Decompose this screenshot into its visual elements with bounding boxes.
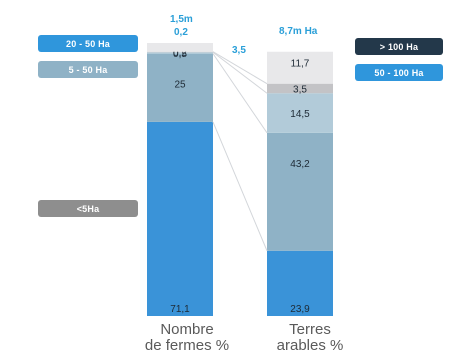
connector-line-0 <box>212 121 268 251</box>
legend-50-100-ha: 50 - 100 Ha <box>355 64 443 81</box>
category-label-farms: Nombre de fermes % <box>137 322 237 354</box>
category-label-farms-line2: de fermes % <box>144 337 230 354</box>
category-label-land-line2: arables % <box>276 337 344 354</box>
legend-20-50-ha: 20 - 50 Ha <box>38 35 138 52</box>
category-label-land-line1: Terres <box>289 321 331 338</box>
bar-segment-1-2 <box>267 93 333 133</box>
data-label-1-0: 23,9 <box>290 304 310 315</box>
bar-segment-1-1 <box>267 132 333 251</box>
data-label-1-3: 3,5 <box>293 84 307 95</box>
data-label-0-2: 0,5 <box>173 49 187 60</box>
bar-segment-1-3 <box>267 83 333 94</box>
category-label-land: Terres arables % <box>260 322 360 354</box>
legend-gt-100-ha: > 100 Ha <box>355 38 443 55</box>
legend-lt-5-ha: <5Ha <box>38 200 138 217</box>
label-farms-0-2: 0,2 <box>174 27 188 38</box>
bar-segment-0-4 <box>147 43 213 52</box>
bar-segment-0-3 <box>147 51 213 53</box>
data-label-0-0: 71,1 <box>170 304 190 315</box>
category-label-farms-line1: Nombre <box>160 321 214 338</box>
bar-segment-1-4 <box>267 51 333 84</box>
bar-segment-0-1 <box>147 53 213 122</box>
connector-line-2 <box>212 51 268 94</box>
connector-line-3 <box>212 51 268 85</box>
legend-5-50-ha: 5 - 50 Ha <box>38 61 138 78</box>
label-land-3-5: 3,5 <box>232 45 246 56</box>
total-land: 8,7m Ha <box>279 26 318 37</box>
data-label-1-2: 14,5 <box>290 109 310 120</box>
data-label-0-1: 25 <box>174 80 186 91</box>
total-farms: 1,5m <box>170 14 193 25</box>
data-label-1-4: 11,7 <box>291 59 310 70</box>
connector-line-1 <box>212 53 268 134</box>
bar-segment-0-0 <box>147 121 213 316</box>
bar-segment-0-2 <box>147 52 213 54</box>
data-label-1-1: 43,2 <box>290 159 310 170</box>
bar-segment-1-0 <box>267 250 333 316</box>
data-label-0-3: 0,2 <box>173 48 187 59</box>
